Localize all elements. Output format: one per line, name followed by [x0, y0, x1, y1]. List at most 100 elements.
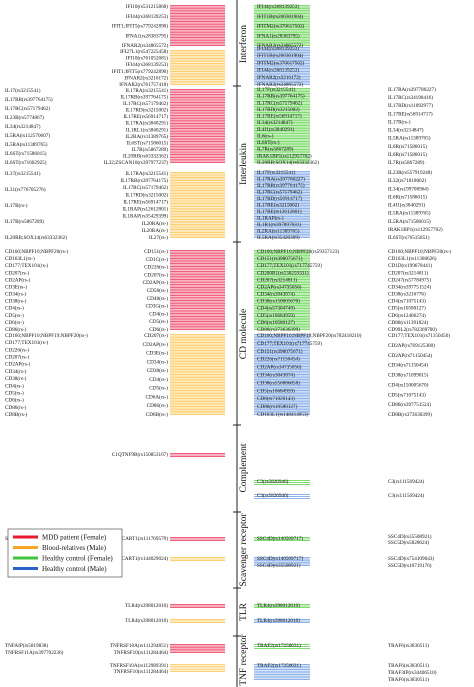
il_blue-near-label: IL17RC(rs57179462) — [257, 189, 302, 196]
legend-label: MDD patient (Female) — [42, 534, 107, 542]
il_blue-near-label: IL17F(rs3215541) — [257, 169, 296, 176]
tnf_orange-near-label: TNFRSF10(rs111284464) — [114, 668, 169, 675]
il_red-near-label: IL17RB(rs397764175) — [120, 94, 168, 101]
cd_blue-near-label: CD38(rs556886058) — [257, 379, 300, 386]
cd_orange-far-label: CD8B(rs-) — [5, 411, 27, 418]
ifn_red-near-label: IFI10(rs531215868) — [126, 3, 168, 10]
il_green-far-label: IL17RE(rs56914717) — [388, 110, 433, 117]
il_orange-near-label: IL1RAP(rs35429399) — [122, 213, 168, 220]
il_green-near-label: IL4I1(rs3840291) — [257, 126, 294, 133]
il_blue-near-label: IL17RE(rs12612801) — [257, 208, 302, 215]
ifn_red-near-label: IFNA1(rs28383795) — [125, 32, 168, 39]
cd_green-far-label: CD38(rs3216776) — [388, 291, 426, 298]
tnf_blue-far-label: TRAF6(rs3830511) — [388, 676, 429, 683]
il_green-far-label: IL17RA(rs397780227) — [388, 86, 436, 93]
ifn_orange-near-label: IFI27L1(rs547225458) — [120, 48, 168, 55]
il_red-far-label: IL23R(rs5774867) — [5, 114, 44, 121]
il_green-near-label: IRAK1BP1(rs112957702) — [257, 152, 312, 159]
sr_red-near-label: SCART1(rs111769579) — [119, 535, 168, 542]
comp_green-near-label: C3(rs5826946) — [257, 478, 289, 485]
il_green-near-label: IL34(rs3214847) — [257, 119, 293, 126]
cd_red-far-label: CD86(rs-) — [5, 326, 27, 333]
ifn_blue-near-label: IFNAR2(rs3216172) — [257, 74, 301, 81]
tnf_green-far-label: TRAF6(rs3830511) — [388, 642, 429, 649]
cd_orange-far-label: CD6(rs-) — [5, 397, 24, 404]
section-label: TLR — [239, 602, 249, 621]
cd_blue-far-label: CD2AP(rs769125300) — [388, 342, 435, 349]
cd_red-near-label: CD207(rs-) — [144, 271, 168, 278]
cd_red-far-label: CD160;NBPF10;NBPF20(rs-) — [5, 248, 68, 255]
il_red-near-label: IL17RA(rs3840291) — [125, 120, 168, 127]
il_red-near-label: IL17RC(rs57179462) — [123, 100, 168, 107]
section-label: Interferon — [238, 25, 249, 63]
ifn_green-near-label: IFIT1B(rs200301904) — [257, 13, 303, 20]
sr_blue-near-label: SSC4D(rs35508921) — [257, 562, 301, 569]
sr_green-near-label: SSC4D(rs140509717) — [257, 535, 303, 542]
tlr_red-near-label: TLR4(rs398012010) — [125, 602, 168, 609]
il_orange-near-label: IL27(rs-) — [149, 234, 168, 241]
il_red-far-label: IL5RA(rs112570607) — [5, 132, 50, 139]
ifn_green-near-label: IFNAR2(rs34865572) — [257, 42, 303, 49]
cd_blue-far-label: CD8B(rs373630399) — [388, 411, 432, 418]
section-label: TNF receptor — [239, 633, 249, 685]
ifn_red-near-label: IFI44(rs368139253) — [126, 13, 168, 20]
il_blue-far-label: IL6R(rs71586015) — [388, 193, 427, 200]
cd_green-near-label: CD207(rs3214811) — [257, 276, 297, 283]
cd_blue-far-label: CD38(rs71099015) — [388, 372, 429, 379]
cd_green-far-label: CD80(rs11391824) — [388, 319, 428, 326]
il_green-near-label: IL17F(rs3215541) — [257, 86, 296, 93]
il_green-near-label: IL17RC(rs57179462) — [257, 99, 302, 106]
cd_green-near-label: CD151(rs398075671) — [257, 255, 303, 262]
il_red-near-label: IL17RD(rs3215002) — [125, 107, 168, 114]
cd_green-far-label: CD207(rs3214811) — [388, 269, 428, 276]
cd_red-far-label: CD163L1(rs-) — [5, 255, 35, 262]
il_blue-near-label: IL17RB(rs397764175) — [257, 182, 305, 189]
il_orange-far-label: IL17R(rs-) — [5, 202, 28, 209]
il_blue-near-label: IL17RA(rs397780227) — [257, 176, 305, 183]
cd_blue-far-label: CD177;TEX101(rs71150450) — [388, 332, 450, 339]
cd_blue-near-label: CD160;NBPF10;NBPF19;NBPF20(rs782418210) — [257, 332, 362, 339]
ifn_green-near-label: IFI44(rs368139253) — [257, 3, 299, 10]
cd_blue-near-label: CD5(rs10684959) — [257, 387, 295, 394]
cd_blue-far-label: CD86(rs397751524) — [388, 401, 431, 408]
cd_orange-far-label: CD207(rs-) — [5, 354, 29, 361]
il_blue-near-label: IL2RA(rs11389765) — [257, 228, 300, 235]
comp_red-near-label: C1QTNF9B(rs150853167) — [112, 451, 168, 458]
il_orange-near-label: IL20RA(rs-) — [142, 227, 168, 234]
ifn_red-near-label: IFIT1;IFIT5(rs779242890) — [112, 23, 168, 30]
il_orange-far-label: IL37(rs3215541) — [5, 170, 41, 177]
cd_blue-near-label: CD177;TEX101(rs717745759) — [257, 340, 322, 347]
il_orange-near-label: IL17RD(rs3215002) — [125, 191, 168, 198]
il_blue-near-label: IL17RD(rs56914717) — [257, 195, 303, 202]
cd_red-far-label: CD38(rs-) — [5, 298, 27, 305]
cd_red-far-label: CD177;TEX101(rs-) — [5, 262, 48, 269]
tlr_blue-near-label: TLR4(rs398012010) — [257, 617, 300, 624]
tnf_red-far-label: TNFRSF11A(rs397702236) — [5, 649, 64, 656]
il_blue-far-label: IL34(rs199708964) — [388, 185, 429, 192]
il_orange-far-label: IL20RB;SOX14(rs63332362) — [5, 234, 67, 241]
cd_orange-far-label: CD38(rs-) — [5, 375, 27, 382]
il_red-far-label: IL17RC(rs57179462) — [5, 105, 50, 112]
legend-label: Healthy control (Female) — [42, 555, 113, 563]
cd_red-near-label: CD226(rs-) — [144, 264, 168, 271]
il_blue-far-label: IL6ST(rs76515851) — [388, 234, 430, 241]
legend-label: Healthy control (Male) — [42, 565, 107, 573]
comp_blue-near-label: C3(rs5826946) — [257, 492, 289, 499]
il_red-near-label: IL7R(rs5867289) — [132, 146, 169, 153]
cd_green-far-label: CD5(rs10580127) — [388, 305, 426, 312]
il_green-far-label: IL5RA(rs11389765) — [388, 135, 431, 142]
category-axis: Interferon Interleukin CD molecule Compleme… — [233, 0, 249, 687]
comp_blue-far-label: C3(rs111569424) — [388, 492, 424, 499]
cd_red-far-label: CD207(rs-) — [5, 269, 29, 276]
ifn_orange-near-label: IFI10(rs761052681) — [126, 55, 168, 62]
cd_red-far-label: CD4(rs-) — [5, 305, 24, 312]
il_red-near-label: IL32;ZSCAN10(rs397977237) — [104, 159, 169, 166]
cd_green-near-label: CD200R1(rs530259331) — [257, 269, 309, 276]
il_red-near-label: IL6ST(rs71586015) — [127, 139, 169, 146]
cd_green-near-label: CD177;TEX101(rs717745759) — [257, 262, 322, 269]
cd_blue-far-label: CD34(rs71150454) — [388, 362, 428, 369]
cd_blue-near-label: CD6(rs71020143) — [257, 395, 295, 402]
cd_red-near-label: CD3G(rs-) — [146, 303, 169, 310]
cd_blue-near-label: CD2AP(rs34735056) — [257, 364, 302, 371]
